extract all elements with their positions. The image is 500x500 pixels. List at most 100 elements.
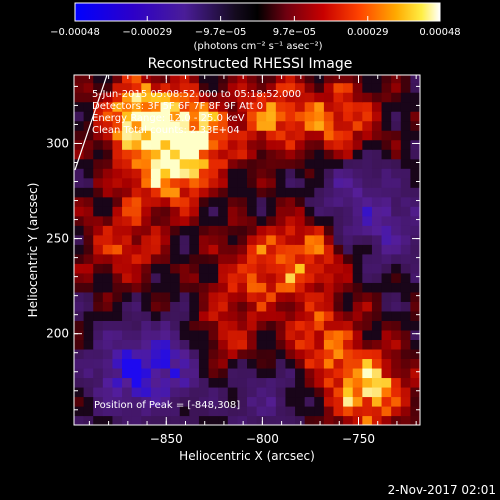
heatmap-cell <box>179 244 190 255</box>
annotation-line: Clean Total counts: 2.33E+04 <box>92 125 240 136</box>
heatmap-cell <box>170 82 181 93</box>
heatmap-cell <box>179 320 190 331</box>
heatmap <box>74 75 420 425</box>
heatmap-cell <box>208 348 219 360</box>
heatmap-cell <box>256 149 267 160</box>
heatmap-cell <box>74 263 85 274</box>
colorbar-tick-label: −9.7e−05 <box>195 27 247 38</box>
heatmap-cell <box>102 386 114 398</box>
heatmap-cell <box>131 225 142 236</box>
heatmap-cell <box>333 177 344 188</box>
heatmap-cell <box>352 320 363 331</box>
heatmap-cell <box>198 206 210 217</box>
heatmap-cell <box>391 396 402 407</box>
heatmap-cell <box>371 82 383 93</box>
heatmap-cell <box>122 358 133 369</box>
heatmap-cell <box>391 130 402 141</box>
heatmap-cell <box>304 272 315 283</box>
heatmap-cell <box>198 339 210 350</box>
heatmap-cell <box>352 348 363 360</box>
heatmap-cell <box>150 358 162 369</box>
heatmap-cell <box>247 272 258 283</box>
heatmap-cell <box>285 111 296 122</box>
heatmap-cell <box>410 358 420 369</box>
heatmap-cell <box>410 177 420 188</box>
heatmap-cell <box>410 377 420 388</box>
heatmap-cell <box>275 130 287 141</box>
heatmap-cell <box>352 367 363 379</box>
heatmap-cell <box>333 101 344 112</box>
heatmap-cell <box>102 358 114 369</box>
heatmap-cell <box>208 82 219 93</box>
heatmap-cell <box>93 149 104 160</box>
heatmap-cell <box>352 310 363 321</box>
heatmap-cell <box>237 377 248 388</box>
heatmap-cell <box>295 225 306 236</box>
heatmap-cell <box>314 111 325 122</box>
heatmap-cell <box>391 196 402 207</box>
heatmap-cell <box>189 348 200 360</box>
heatmap-cell <box>237 329 248 341</box>
heatmap-cell <box>266 158 277 169</box>
heatmap-cell <box>266 386 277 398</box>
heatmap-cell <box>141 301 152 312</box>
heatmap-cell <box>352 377 363 388</box>
heatmap-cell <box>295 272 306 283</box>
heatmap-cell <box>371 291 383 302</box>
heatmap-cell <box>227 253 238 264</box>
heatmap-cell <box>102 282 114 293</box>
heatmap-cell <box>227 111 238 122</box>
heatmap-cell <box>150 187 162 198</box>
heatmap-cell <box>400 263 411 274</box>
heatmap-cell <box>237 92 248 103</box>
heatmap-cell <box>102 158 114 169</box>
heatmap-cell <box>150 320 162 331</box>
heatmap-cell <box>391 310 402 321</box>
heatmap-cell <box>247 168 258 179</box>
heatmap-cell <box>362 177 373 188</box>
heatmap-cell <box>74 92 85 103</box>
heatmap-cell <box>295 187 306 198</box>
heatmap-cell <box>352 405 363 417</box>
heatmap-cell <box>323 244 335 255</box>
heatmap-cell <box>179 282 190 293</box>
heatmap-cell <box>74 244 85 255</box>
heatmap-cell <box>381 139 392 150</box>
heatmap-cell <box>323 168 335 179</box>
heatmap-cell <box>352 244 363 255</box>
heatmap-cell <box>295 253 306 264</box>
heatmap-cell <box>237 177 248 188</box>
heatmap-cell <box>189 187 200 198</box>
heatmap-cell <box>160 158 171 169</box>
heatmap-cell <box>208 367 219 379</box>
heatmap-cell <box>74 101 85 112</box>
heatmap-cell <box>218 386 229 398</box>
heatmap-cell <box>198 101 210 112</box>
heatmap-cell <box>410 263 420 274</box>
heatmap-cell <box>266 82 277 93</box>
heatmap-cell <box>74 396 85 407</box>
heatmap-cell <box>333 196 344 207</box>
heatmap-cell <box>410 139 420 150</box>
heatmap-cell <box>333 149 344 160</box>
colorbar-tick-label: 0.00048 <box>419 27 460 38</box>
heatmap-cell <box>112 329 123 341</box>
heatmap-cell <box>227 177 238 188</box>
heatmap-cell <box>256 244 267 255</box>
heatmap-cell <box>160 187 171 198</box>
heatmap-cell <box>74 320 85 331</box>
heatmap-cell <box>83 149 94 160</box>
heatmap-cell <box>314 386 325 398</box>
heatmap-cell <box>323 75 335 84</box>
heatmap-cell <box>141 120 152 131</box>
heatmap-cell <box>400 396 411 407</box>
heatmap-cell <box>150 367 162 379</box>
heatmap-cell <box>227 234 238 245</box>
heatmap-cell <box>141 187 152 198</box>
heatmap-cell <box>237 415 248 425</box>
heatmap-cell <box>266 168 277 179</box>
heatmap-cell <box>247 149 258 160</box>
heatmap-cell <box>102 339 114 350</box>
heatmap-cell <box>343 348 354 360</box>
heatmap-cell <box>179 206 190 217</box>
